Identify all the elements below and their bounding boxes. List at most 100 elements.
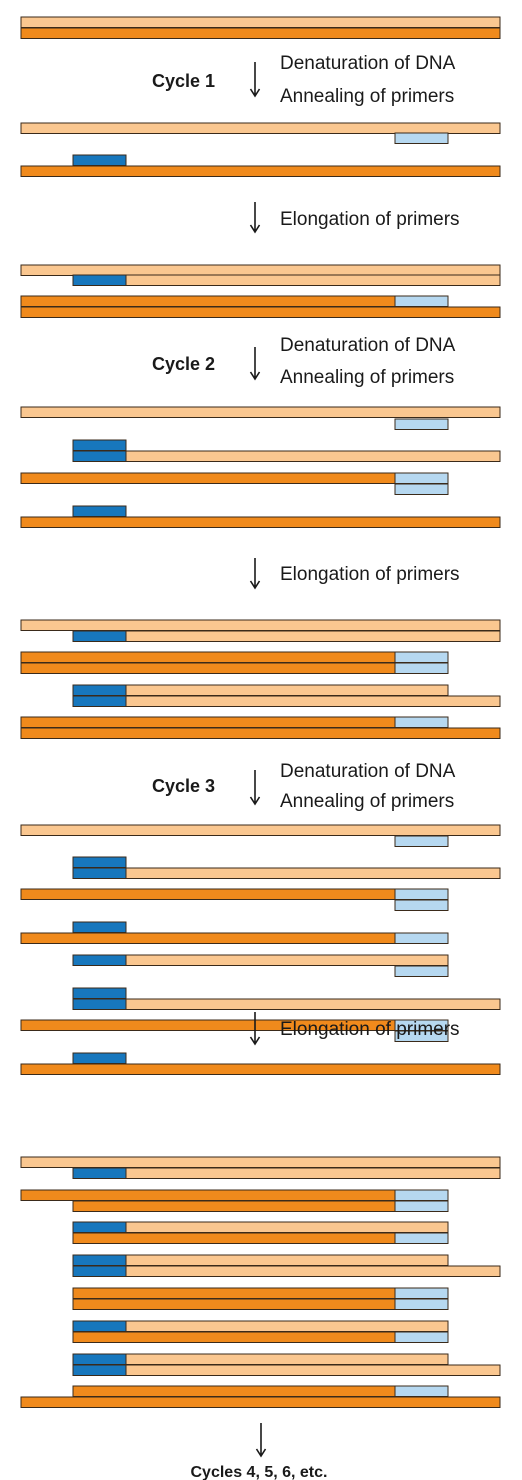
cycle1-elongated-strand-3-c-seg-2 <box>394 295 449 307</box>
cycle3-annealed-strand-12-d-seg-2 <box>125 998 501 1010</box>
dna-strands <box>20 16 501 1408</box>
cycle2-elongated-strand-6-d-seg-1 <box>72 695 127 707</box>
cycle3-annealed-strand-4-d-seg-1 <box>72 867 127 879</box>
cycle2-annealed-strand-1-b-seg-1 <box>20 406 501 418</box>
cycle3-annealed-strand-7-p1-seg-1 <box>72 921 127 933</box>
cycle3-annealed-strand-9-f-seg-2 <box>125 954 449 966</box>
cycle2-elongated-strand-3-c-seg-1 <box>20 651 396 663</box>
cycle3-elongated-strand-3-c-seg-2 <box>394 1189 449 1201</box>
cycle3-annealed-strand-10-p2-seg-1 <box>394 965 449 977</box>
cycle2-annealed-strand-5-c-seg-2 <box>394 472 449 484</box>
cycle2-elongated-strand-5-f-seg-2 <box>125 684 449 696</box>
cycle1-elongated-strand-2-d-seg-2 <box>125 274 501 286</box>
cycle3-annealed-strand-5-c-seg-2 <box>394 888 449 900</box>
cycle3-elongated-strand-14-d-seg-2 <box>125 1364 501 1376</box>
cycle3-elongated-strand-2-d-seg-2 <box>125 1167 501 1179</box>
cycle1-elongation-label: Elongation of primers <box>280 209 460 230</box>
final-cycles-label: Cycles 4, 5, 6, etc. <box>191 1464 328 1480</box>
cycle1-annealed-strand-4-a-seg-1 <box>20 165 501 177</box>
cycle3-elongated-strand-4-e-seg-1 <box>72 1200 396 1212</box>
cycle2-annealed-strand-7-p1-seg-1 <box>72 505 127 517</box>
cycle2-annealed-strand-5-c-seg-1 <box>20 472 396 484</box>
cycle1-elongated-strand-3-c-seg-1 <box>20 295 396 307</box>
cycle3-elongated-strand-14-d-seg-1 <box>72 1364 127 1376</box>
cycle3-annealed-strand-16-a-seg-1 <box>20 1063 501 1075</box>
cycle3-elongated-strand-15-c-seg-1 <box>72 1385 396 1397</box>
cycle2-elongated-strand-4-e-seg-1 <box>20 662 396 674</box>
cycle1-elongation-arrow-icon <box>249 202 261 234</box>
final-arrow-icon <box>255 1423 267 1458</box>
cycle3-elongated-strand-12-e-seg-2 <box>394 1331 449 1343</box>
cycle3-annealed-strand-15-p1-seg-1 <box>72 1052 127 1064</box>
cycle3-elongated-strand-4-e-seg-2 <box>394 1200 449 1212</box>
cycle3-annealed-strand-9-f-seg-1 <box>72 954 127 966</box>
cycle3-elongated-strand-13-f-seg-1 <box>72 1353 127 1365</box>
cycle3-elongated-strand-1-b-seg-1 <box>20 1156 501 1168</box>
cycle2-annealed-strand-4-d-seg-2 <box>125 450 501 462</box>
cycle1-elongated-strand-2-d-seg-1 <box>72 274 127 286</box>
cycle3-denaturation-arrow-icon <box>249 770 261 806</box>
start-strand-1-b-seg-1 <box>20 16 501 28</box>
cycle2-annealed-strand-8-a-seg-1 <box>20 516 501 528</box>
cycle2-elongated-strand-4-e-seg-2 <box>394 662 449 674</box>
cycle3-annealed-strand-2-p2-seg-1 <box>394 835 449 847</box>
cycle2-denaturation-label: Denaturation of DNA <box>280 335 456 356</box>
cycle2-elongation-arrow-icon <box>249 558 261 590</box>
cycle1-annealing-label: Annealing of primers <box>280 86 454 107</box>
cycle3-elongated-strand-2-d-seg-1 <box>72 1167 127 1179</box>
cycle2-elongated-strand-1-b-seg-1 <box>20 619 501 631</box>
cycle3-annealed-strand-14-p2-seg-1 <box>394 1030 449 1042</box>
cycle3-elongated-strand-8-d-seg-1 <box>72 1265 127 1277</box>
cycle3-annealed-strand-12-d-seg-1 <box>72 998 127 1010</box>
cycle3-annealed-strand-8-e-seg-1 <box>20 932 396 944</box>
cycle3-elongation-arrow-icon <box>249 1012 261 1046</box>
cycle3-elongated-strand-7-f-seg-2 <box>125 1254 449 1266</box>
cycle1-denaturation-arrow-icon <box>249 62 261 98</box>
cycle3-denaturation-label: Denaturation of DNA <box>280 761 456 782</box>
start-strand-2-a-seg-1 <box>20 27 501 39</box>
cycle1-annealed-strand-1-b-seg-1 <box>20 122 501 134</box>
cycle3-elongated-strand-11-f-seg-1 <box>72 1320 127 1332</box>
cycle2-denaturation-arrow-icon <box>249 347 261 381</box>
cycle2-elongated-strand-2-d-seg-2 <box>125 630 501 642</box>
cycle2-elongated-strand-7-c-seg-1 <box>20 716 396 728</box>
cycle3-elongated-strand-3-c-seg-1 <box>20 1189 396 1201</box>
cycle2-elongated-strand-2-d-seg-1 <box>72 630 127 642</box>
cycle3-label: Cycle 3 <box>152 776 215 796</box>
cycle3-annealed-strand-4-d-seg-2 <box>125 867 501 879</box>
cycle2-annealed-strand-2-p2-seg-1 <box>394 418 449 430</box>
cycle3-elongated-strand-15-c-seg-2 <box>394 1385 449 1397</box>
cycle2-annealing-label: Annealing of primers <box>280 367 454 388</box>
cycle3-elongated-strand-9-c-seg-1 <box>72 1287 396 1299</box>
cycle3-annealed-strand-5-c-seg-1 <box>20 888 396 900</box>
cycle3-annealed-strand-6-p2-seg-1 <box>394 899 449 911</box>
cycle3-elongated-strand-13-f-seg-2 <box>125 1353 449 1365</box>
cycle3-elongation-label: Elongation of primers <box>280 1019 460 1040</box>
cycle3-elongated-strand-6-e-seg-2 <box>394 1232 449 1244</box>
cycle1-elongated-strand-4-a-seg-1 <box>20 306 501 318</box>
cycle1-label: Cycle 1 <box>152 71 215 91</box>
cycle3-elongated-strand-5-f-seg-1 <box>72 1221 127 1233</box>
cycle1-elongated-strand-1-b-seg-1 <box>20 264 501 276</box>
cycle2-annealed-strand-4-d-seg-1 <box>72 450 127 462</box>
cycle3-elongated-strand-12-e-seg-1 <box>72 1331 396 1343</box>
cycle3-annealing-label: Annealing of primers <box>280 791 454 812</box>
cycle3-annealed-strand-1-b-seg-1 <box>20 824 501 836</box>
cycle2-elongated-strand-6-d-seg-2 <box>125 695 501 707</box>
cycle1-annealed-strand-3-p1-seg-1 <box>72 154 127 166</box>
cycle3-elongated-strand-5-f-seg-2 <box>125 1221 449 1233</box>
cycle3-elongated-strand-16-a-seg-1 <box>20 1396 501 1408</box>
cycle2-elongated-strand-8-a-seg-1 <box>20 727 501 739</box>
cycle3-elongated-strand-8-d-seg-2 <box>125 1265 501 1277</box>
cycle2-label: Cycle 2 <box>152 354 215 374</box>
cycle3-annealed-strand-8-e-seg-2 <box>394 932 449 944</box>
cycle2-elongated-strand-5-f-seg-1 <box>72 684 127 696</box>
cycle3-elongated-strand-9-c-seg-2 <box>394 1287 449 1299</box>
cycle1-denaturation-label: Denaturation of DNA <box>280 53 456 74</box>
cycle3-elongated-strand-7-f-seg-1 <box>72 1254 127 1266</box>
cycle3-elongated-strand-10-e-seg-2 <box>394 1298 449 1310</box>
cycle2-elongated-strand-3-c-seg-2 <box>394 651 449 663</box>
cycle2-annealed-strand-3-p1-seg-1 <box>72 439 127 451</box>
cycle3-annealed-strand-3-p1-seg-1 <box>72 856 127 868</box>
